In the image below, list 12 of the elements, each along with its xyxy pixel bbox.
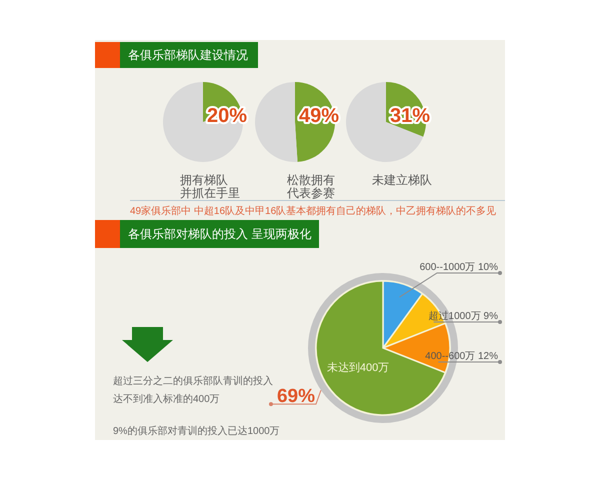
data-label: 69% xyxy=(276,386,316,408)
text: 49家俱乐部中 中超16队及中甲16队基本都拥有自己的梯队，中乙拥有梯队的不多见 xyxy=(130,206,498,218)
text: 未建立梯队 xyxy=(372,173,432,187)
text: 9%的俱乐部对青训的投入已达1000万 xyxy=(113,424,280,439)
text: 拥有梯队并抓在手里 xyxy=(180,173,240,200)
slice-label: 600--1000万 10% xyxy=(420,262,498,273)
text: 超过三分之二的俱乐部队青训的投入达不到准入标准的400万 xyxy=(113,374,274,407)
text: 松散拥有代表参赛 xyxy=(287,173,335,200)
slice-label: 未达到400万 xyxy=(326,360,390,374)
text: 各俱乐部对梯队的投入 呈现两极化 xyxy=(120,220,319,248)
pie-slice xyxy=(255,82,298,162)
text: 各俱乐部梯队建设情况 xyxy=(120,42,258,68)
